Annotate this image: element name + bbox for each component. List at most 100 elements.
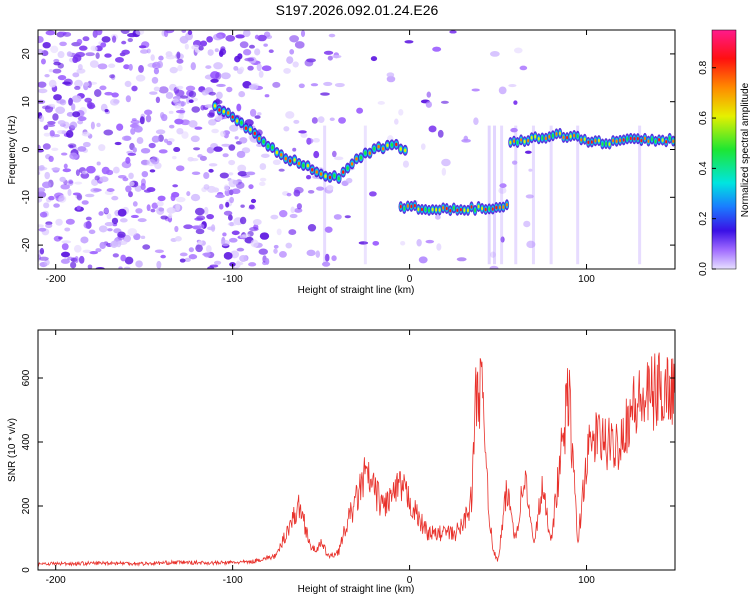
spectrogram-noise <box>94 89 102 97</box>
spectrogram-noise <box>298 130 307 134</box>
spectrogram-noise <box>188 120 198 128</box>
spectrogram-noise <box>78 255 85 264</box>
spectrogram-band2-core <box>558 131 561 136</box>
spectrogram-track-core <box>226 111 230 115</box>
spectrogram-noise <box>128 63 133 71</box>
spectrogram-noise <box>52 68 62 74</box>
spectrogram-noise <box>38 144 41 150</box>
spectrogram-band-core <box>428 208 431 213</box>
spectrogram-band2-core <box>512 139 515 143</box>
spectrogram-noise <box>163 30 169 38</box>
spectrogram-noise <box>78 45 88 51</box>
spectrogram-track-core <box>297 161 301 166</box>
spectrogram-noise <box>272 159 281 166</box>
spectrogram-noise <box>166 141 173 146</box>
spectrogram-noise <box>228 144 236 151</box>
snr-x-ticks: -200 -100 0 100 <box>46 330 595 586</box>
spectrogram-noise <box>331 54 342 59</box>
spectrogram-noise <box>82 249 92 254</box>
spectrogram-noise <box>283 68 291 74</box>
spectrogram-noise <box>90 45 98 51</box>
spectrogram-track-core <box>328 175 332 180</box>
spectrogram-band2-core <box>555 132 558 136</box>
spectrogram-noise <box>239 216 247 225</box>
spectrogram-noise <box>176 51 181 60</box>
spectrogram-noise <box>151 135 160 143</box>
snr-ytick-label: 600 <box>21 369 32 386</box>
spectrogram-noise <box>89 60 99 68</box>
spectrogram-noise <box>77 116 87 122</box>
spectrogram-noise <box>177 64 183 72</box>
spectrogram-noise <box>163 138 168 143</box>
spectrogram-noise <box>38 88 48 94</box>
spectrogram-noise <box>51 167 61 171</box>
spectrogram-noise <box>94 175 100 181</box>
spectrogram-noise <box>358 241 369 245</box>
spectrogram-noise <box>323 50 334 55</box>
spectrogram-noise <box>176 127 184 135</box>
spectrogram-track-core <box>377 144 380 149</box>
spectrogram-noise <box>112 166 120 174</box>
spectrogram-noise <box>43 202 50 209</box>
spectrogram-noise <box>223 184 230 192</box>
spectrogram-noise <box>252 219 262 226</box>
spectrogram-noise <box>288 229 297 236</box>
spectrogram-noise <box>263 43 268 47</box>
spectrogram-noise <box>278 250 287 258</box>
spectrogram-band-core <box>502 205 505 209</box>
spectrogram-noise <box>257 34 267 42</box>
spectrogram-noise <box>81 131 91 137</box>
spectrogram-noise <box>218 203 224 210</box>
spectrogram-streak <box>549 125 553 265</box>
spectrogram-noise <box>236 247 245 252</box>
spectrogram-noise <box>187 30 193 36</box>
spectrogram-noise <box>65 130 74 138</box>
spectrogram-noise <box>198 86 206 91</box>
spectrogram-band-core <box>435 208 438 212</box>
spectrogram-noise <box>56 129 67 135</box>
spectrogram-track-core <box>284 156 287 161</box>
colorbar-tick-label: 0.2 <box>698 211 709 225</box>
spectrogram-noise <box>226 86 233 93</box>
spectrogram-noise <box>307 189 315 194</box>
spectrogram-noise <box>525 194 534 199</box>
spectrogram-noise <box>137 218 147 223</box>
spectrogram-noise <box>158 55 164 61</box>
spectrogram-noise <box>85 216 92 221</box>
spectrogram-band2-core <box>629 136 632 141</box>
spectrogram-noise <box>239 137 248 144</box>
spectrogram-noise <box>123 64 130 70</box>
spectrogram-noise <box>86 101 93 109</box>
spectrogram-track-core <box>324 174 327 179</box>
spectrogram-noise <box>312 138 320 143</box>
spectrogram-noise <box>121 49 130 55</box>
spectrogram-noise <box>418 256 428 264</box>
spectrogram-noise <box>205 245 212 253</box>
spectrogram-noise <box>95 30 103 36</box>
spectrogram-noise <box>300 30 306 38</box>
snr-y-label: SNR (10 * v/v) <box>7 418 18 482</box>
spectrogram-noise <box>67 179 74 186</box>
spectrogram-band-core <box>456 208 459 213</box>
spectrogram-noise <box>64 227 71 232</box>
spectrogram-noise <box>174 89 185 97</box>
spectrogram-noise <box>51 147 59 152</box>
spectrogram-noise <box>119 218 128 223</box>
spectrogram-noise <box>304 59 314 67</box>
spectrogram-noise <box>48 195 55 201</box>
spectrogram-noise <box>324 253 330 262</box>
spectrogram-noise <box>62 81 72 85</box>
spectrogram-noise <box>523 220 531 228</box>
spectrogram-noise <box>95 248 102 253</box>
spectrogram-noise <box>97 63 108 70</box>
spectrogram-track-core <box>337 176 341 181</box>
spectrogram-noise <box>328 33 336 38</box>
spectrogram-noise <box>498 86 507 95</box>
spectrogram-noise <box>39 211 48 218</box>
spectrogram-noise <box>38 197 43 203</box>
spectrogram-noise <box>400 240 406 246</box>
spectrogram-band-core <box>452 206 455 210</box>
spectrogram-noise <box>215 91 223 100</box>
spectrogram-noise <box>43 125 49 130</box>
